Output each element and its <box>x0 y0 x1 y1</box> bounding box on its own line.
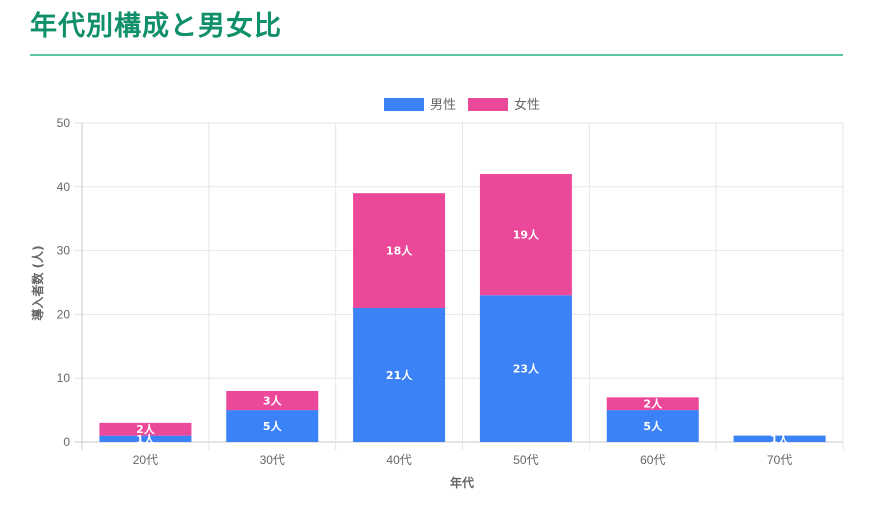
legend-swatch <box>384 98 424 111</box>
bar-segment-male[interactable] <box>606 410 699 442</box>
bar-segment-female[interactable] <box>226 390 319 411</box>
bar-value-label: 5人 <box>643 419 663 433</box>
bar-segment-female[interactable] <box>479 174 572 296</box>
legend-item-female[interactable]: 女性 <box>468 97 540 113</box>
x-tick-label: 20代 <box>133 453 158 467</box>
bar-value-label: 19人 <box>513 228 540 242</box>
y-tick-label: 30 <box>57 244 71 258</box>
legend-label: 女性 <box>514 97 540 113</box>
bar-segment-male[interactable] <box>353 308 446 442</box>
y-tick-label: 40 <box>57 180 71 194</box>
y-tick-label: 20 <box>57 307 71 321</box>
bar-segment-female[interactable] <box>606 397 699 411</box>
y-axis-title: 導入者数 (人) <box>30 245 45 320</box>
legend-swatch <box>468 98 508 111</box>
bar-segment-female[interactable] <box>99 422 192 436</box>
x-tick-label: 50代 <box>513 453 538 467</box>
legend-item-male[interactable]: 男性 <box>384 98 456 113</box>
bar-value-label: 1人 <box>770 432 790 446</box>
y-tick-label: 10 <box>57 371 71 385</box>
page-title: 年代別構成と男女比 <box>30 11 282 42</box>
bar-segment-male[interactable] <box>226 410 319 442</box>
bar-segment-male[interactable] <box>479 295 572 442</box>
x-axis-title: 年代 <box>450 475 474 490</box>
x-tick-label: 30代 <box>260 453 285 467</box>
y-tick-label: 0 <box>63 435 70 449</box>
axis-layer: 0 10 20 30 40 50 20代 30代 40代 50代 60代 70代 <box>57 116 793 467</box>
bar-value-label: 5人 <box>263 419 283 433</box>
bar-segment-male[interactable] <box>99 435 192 442</box>
bar-value-label: 21人 <box>386 368 413 382</box>
legend[interactable]: 男性 女性 <box>384 97 540 113</box>
bar-layer <box>99 174 826 442</box>
title-divider <box>30 54 843 56</box>
bar-segment-male[interactable] <box>733 435 826 442</box>
legend-label: 男性 <box>430 98 456 113</box>
bar-segment-female[interactable] <box>353 193 446 309</box>
x-tick-label: 60代 <box>640 453 665 467</box>
bar-value-label: 2人 <box>643 397 663 411</box>
x-tick-label: 40代 <box>386 453 411 467</box>
bar-value-label: 18人 <box>386 244 413 258</box>
bar-value-label: 23人 <box>513 362 540 376</box>
bar-value-label: 1人 <box>136 432 156 446</box>
bar-value-label: 2人 <box>136 422 156 436</box>
y-tick-label: 50 <box>57 116 71 130</box>
x-tick-label: 70代 <box>767 453 792 467</box>
bar-value-label: 3人 <box>263 394 283 408</box>
grid-layer <box>74 122 844 450</box>
